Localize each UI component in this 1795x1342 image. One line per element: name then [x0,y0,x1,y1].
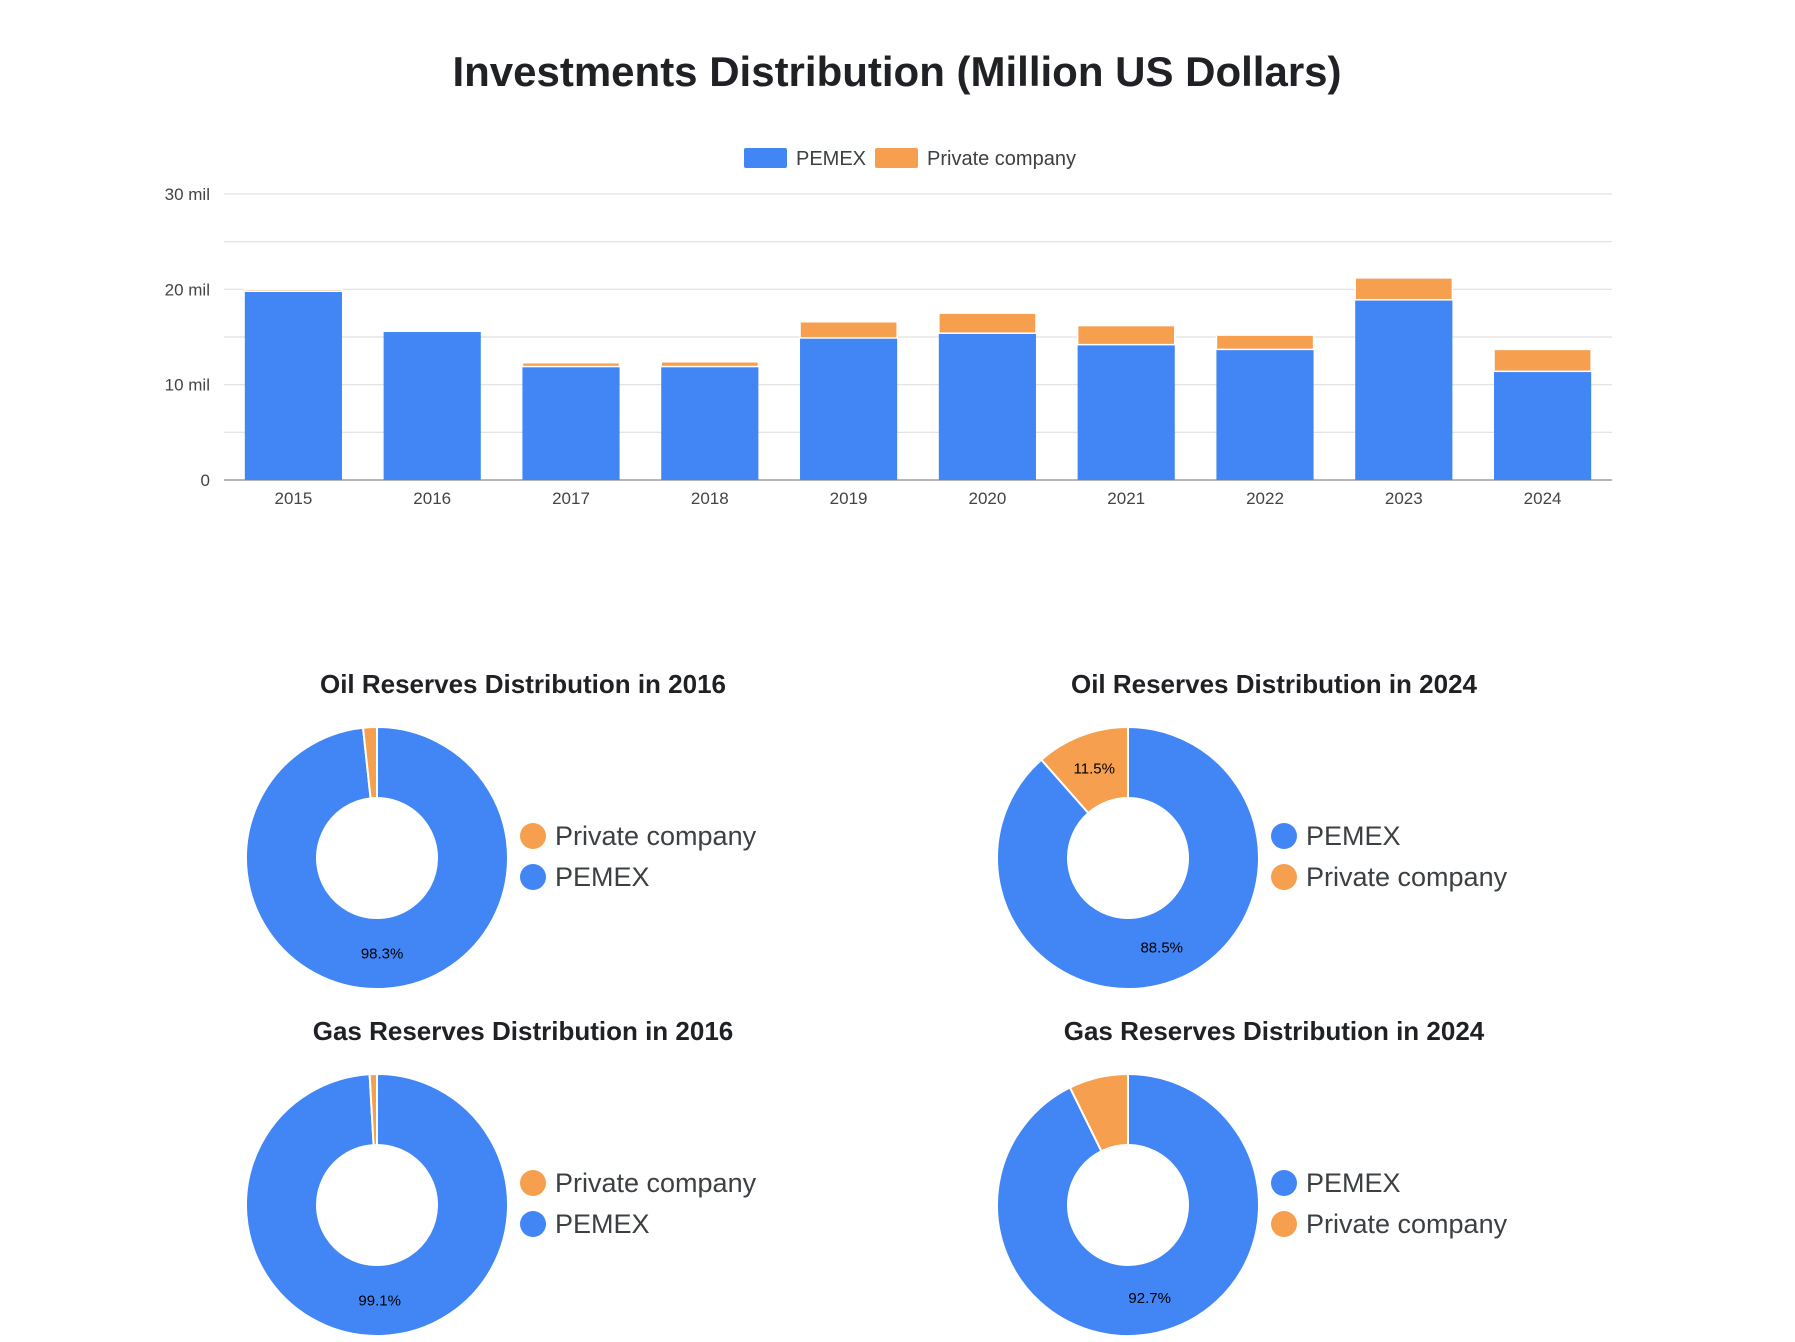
legend-label: PEMEX [555,862,650,892]
bar-pemex-2016[interactable] [383,331,481,480]
x-tick-label: 2015 [274,489,312,508]
slice-private-company[interactable] [361,725,378,800]
legend-label: Private company [555,821,757,851]
legend-dot [1271,864,1297,890]
legend-item-pemex[interactable]: PEMEX [1271,1168,1401,1198]
x-tick-label: 2024 [1524,489,1562,508]
bar-pemex-2024[interactable] [1494,371,1592,480]
page-title: Investments Distribution (Million US Dol… [452,48,1341,95]
legend-dot [520,1211,546,1237]
legend-item-private-company[interactable]: Private company [1271,862,1508,892]
x-tick-label: 2023 [1385,489,1423,508]
donut-chart-1: Oil Reserves Distribution in 2016 98.3% Pr… [245,669,757,990]
donut-title: Gas Reserves Distribution in 2016 [313,1016,734,1046]
x-tick-label: 2016 [413,489,451,508]
legend-label: PEMEX [555,1209,650,1239]
y-tick-label: 0 [201,471,210,490]
y-tick-label: 20 mil [165,280,210,299]
legend-item-pemex[interactable]: PEMEX [744,148,866,170]
legend-dot [1271,1211,1297,1237]
legend-label: Private company [927,148,1076,170]
bar-private-company-2018[interactable] [660,361,760,368]
slice-pemex[interactable] [996,725,1260,990]
bar-pemex-2017[interactable] [522,366,620,480]
bar-pemex-2018[interactable] [661,366,759,480]
legend-swatch [875,148,918,168]
legend-dot [1271,1170,1297,1196]
legend-item-private-company[interactable]: Private company [875,148,1076,170]
x-tick-label: 2021 [1107,489,1145,508]
bar-pemex-2022[interactable] [1216,349,1314,480]
legend-dot [520,1170,546,1196]
slice-label: 88.5% [1140,939,1183,956]
x-tick-label: 2018 [691,489,729,508]
slice-label: 98.3% [361,945,404,962]
x-tick-label: 2019 [830,489,868,508]
bar-private-company-2020[interactable] [938,312,1037,334]
slice-label: 11.5% [1074,761,1115,778]
bar-private-company-2023[interactable] [1354,277,1454,301]
legend-label: PEMEX [796,148,866,170]
legend-label: Private company [1306,1209,1508,1239]
investments-bar-chart: Investments Distribution (Million US Dol… [165,48,1612,508]
y-tick-label: 30 mil [165,185,210,204]
bar-pemex-2020[interactable] [938,333,1036,480]
donut-title: Oil Reserves Distribution in 2024 [1071,669,1478,699]
slice-label: 92.7% [1128,1290,1171,1307]
legend-swatch [744,148,787,168]
donut-chart-2: Oil Reserves Distribution in 2024 88.5% 11… [996,669,1508,990]
x-tick-label: 2017 [552,489,590,508]
slice-pemex[interactable] [245,725,509,990]
legend-item-pemex[interactable]: PEMEX [1271,821,1401,851]
bar-pemex-2023[interactable] [1355,299,1453,480]
bar-pemex-2021[interactable] [1077,344,1175,480]
legend-item-pemex[interactable]: PEMEX [520,862,650,892]
bar-private-company-2015[interactable] [244,288,343,292]
slice-pemex[interactable] [245,1072,509,1337]
legend-item-private-company[interactable]: Private company [520,1168,757,1198]
bar-private-company-2024[interactable] [1493,348,1592,373]
y-tick-label: 10 mil [165,376,210,395]
legend-dot [520,823,546,849]
legend-label: Private company [555,1168,757,1198]
legend-item-pemex[interactable]: PEMEX [520,1209,650,1239]
legend-item-private-company[interactable]: Private company [520,821,757,851]
donut-chart-4: Gas Reserves Distribution in 2024 92.7% PE… [996,1016,1508,1337]
legend-dot [520,864,546,890]
legend-label: PEMEX [1306,821,1401,851]
legend-label: Private company [1306,862,1508,892]
bar-private-company-2019[interactable] [799,320,898,339]
donut-title: Oil Reserves Distribution in 2016 [320,669,726,699]
legend-label: PEMEX [1306,1168,1401,1198]
bar-private-company-2016[interactable] [382,329,482,333]
x-tick-label: 2022 [1246,489,1284,508]
bar-private-company-2021[interactable] [1076,324,1176,346]
slice-private-company[interactable] [368,1072,378,1147]
x-tick-label: 2020 [968,489,1006,508]
slice-label: 99.1% [358,1292,401,1309]
slice-pemex[interactable] [996,1072,1260,1337]
legend-dot [1271,823,1297,849]
legend-item-private-company[interactable]: Private company [1271,1209,1508,1239]
bar-private-company-2022[interactable] [1215,334,1315,351]
bar-pemex-2019[interactable] [800,337,898,480]
donut-title: Gas Reserves Distribution in 2024 [1064,1016,1485,1046]
slice-private-company[interactable] [1068,1072,1129,1153]
donut-chart-3: Gas Reserves Distribution in 2016 99.1% Pr… [245,1016,757,1337]
slice-private-company[interactable] [1039,725,1129,815]
bar-private-company-2017[interactable] [521,361,621,368]
bar-pemex-2015[interactable] [244,291,342,480]
